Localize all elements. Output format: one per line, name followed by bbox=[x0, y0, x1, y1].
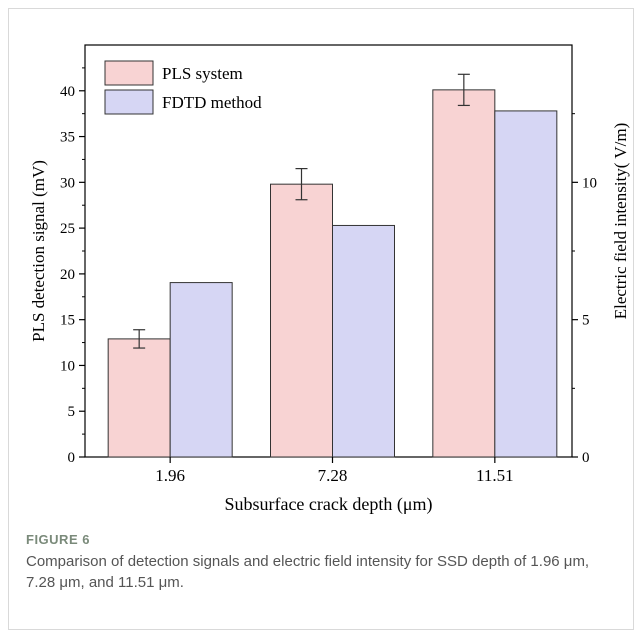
legend-swatch bbox=[104, 60, 154, 86]
legend-swatch bbox=[104, 89, 154, 115]
y-axis-label: PLS detection signal (mV) bbox=[29, 160, 48, 342]
bar-fdtd-method-1 bbox=[332, 224, 395, 458]
y2-axis-label: Electric field intensity( V/m) bbox=[611, 123, 630, 320]
legend-label: PLS system bbox=[162, 64, 243, 83]
y-tick-label: 10 bbox=[60, 358, 75, 374]
x-axis-label: Subsurface crack depth (μm) bbox=[224, 494, 432, 515]
figure-label: FIGURE 6 bbox=[26, 532, 90, 547]
x-tick-label: 1.96 bbox=[155, 466, 185, 485]
y-tick-label: 35 bbox=[60, 130, 75, 146]
figure-caption: FIGURE 6 Comparison of detection signals… bbox=[26, 532, 616, 593]
y2-tick-label: 10 bbox=[582, 175, 597, 191]
bar-pls-system-0 bbox=[107, 338, 171, 458]
bar-fdtd-method-2 bbox=[494, 110, 558, 458]
bar-chart: 0 5 10 15 20 25 30 35 40 0 5 10 1.96 7.28 11.51 PLS … bbox=[29, 44, 630, 515]
legend-label: FDTD method bbox=[162, 93, 262, 112]
y-tick-label: 30 bbox=[60, 175, 75, 191]
y-tick-label: 15 bbox=[60, 313, 75, 329]
y2-tick-label: 5 bbox=[582, 313, 590, 329]
y-tick-label: 40 bbox=[60, 84, 75, 100]
y-tick-label: 20 bbox=[60, 267, 75, 283]
y-tick-label: 25 bbox=[60, 221, 75, 237]
bar-pls-system-1 bbox=[270, 183, 333, 458]
y2-tick-label: 0 bbox=[582, 450, 590, 466]
y-tick-label: 5 bbox=[68, 404, 76, 420]
figure-caption-text: Comparison of detection signals and elec… bbox=[26, 553, 590, 591]
bar-pls-system-2 bbox=[432, 89, 496, 458]
x-tick-label: 7.28 bbox=[318, 466, 348, 485]
y-tick-label: 0 bbox=[68, 450, 76, 466]
x-tick-label: 11.51 bbox=[476, 466, 514, 485]
bar-fdtd-method-0 bbox=[169, 282, 233, 458]
